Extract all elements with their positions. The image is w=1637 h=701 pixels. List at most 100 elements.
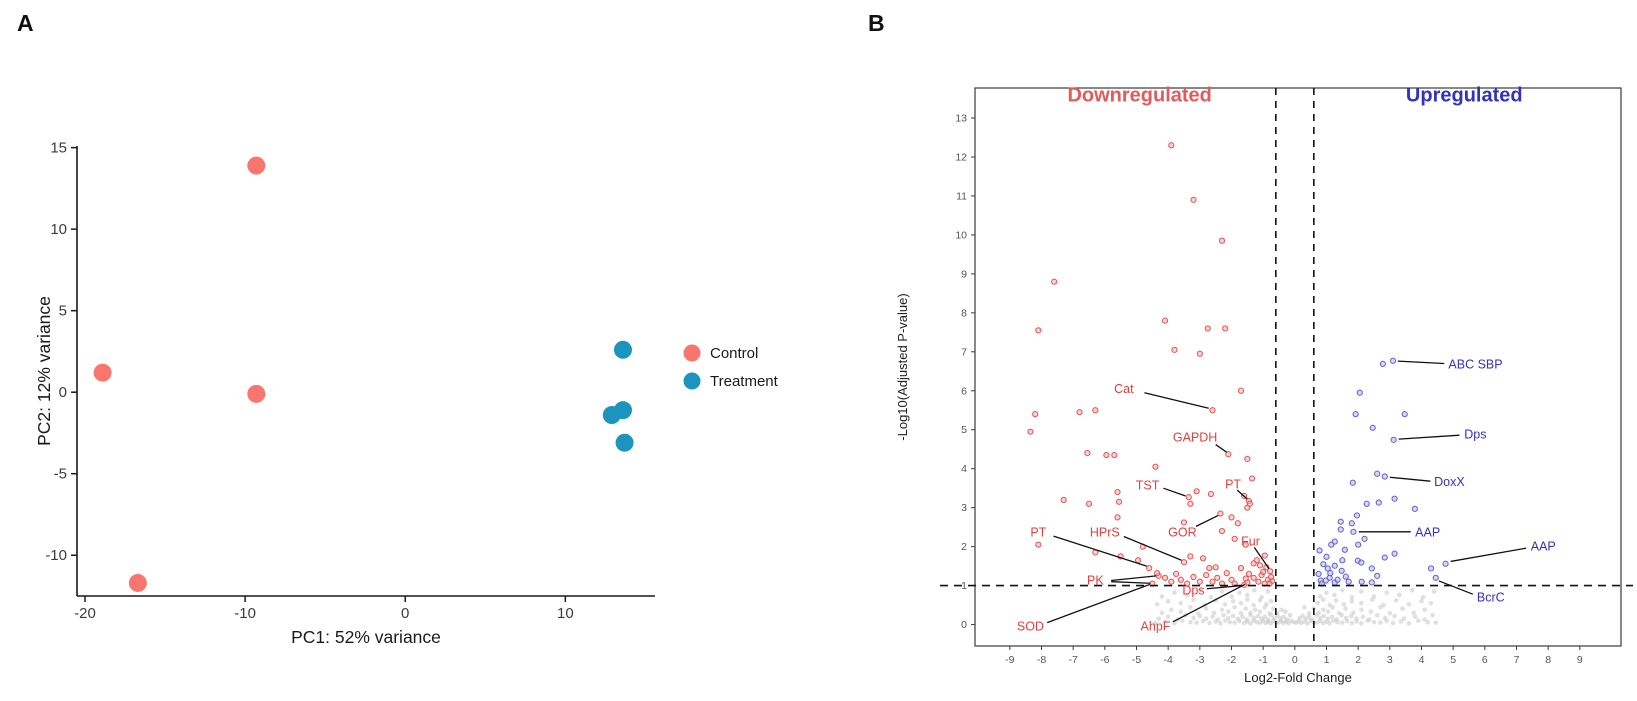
- b-data-point: [1265, 589, 1271, 594]
- a-y-tick-label: -10: [45, 547, 67, 564]
- b-data-point: [1177, 576, 1184, 583]
- b-data-point: [1035, 327, 1042, 334]
- b-y-tick-label: 10: [955, 229, 967, 241]
- b-data-point: [1340, 587, 1345, 593]
- b-y-tick-label: 2: [961, 541, 967, 553]
- b-data-point: [1146, 564, 1153, 572]
- b-y-tick-label: 11: [956, 190, 967, 202]
- b-data-point: [1191, 597, 1196, 602]
- a-series-control: [93, 156, 266, 592]
- b-data-point: [1268, 598, 1274, 604]
- a-series-treatment: [602, 340, 634, 452]
- b-data-point: [1389, 357, 1397, 364]
- b-data-point: [1165, 598, 1171, 604]
- b-data-point: [1085, 500, 1093, 507]
- b-x-tick-label: -1: [1258, 654, 1267, 666]
- b-data-point: [1172, 590, 1177, 595]
- b-data-point: [1114, 514, 1121, 521]
- b-data-point: [1222, 618, 1228, 623]
- b-data-point: [1363, 500, 1370, 507]
- b-data-point: [1214, 574, 1221, 581]
- b-data-point: [1264, 602, 1269, 607]
- b-data-point: [1348, 520, 1355, 527]
- b-data-point: [1219, 607, 1225, 613]
- a-y-tick-label: 15: [50, 140, 67, 157]
- b-data-point: [1156, 616, 1161, 622]
- b-data-point: [1271, 606, 1276, 611]
- b-data-point: [1305, 621, 1310, 626]
- b-data-point: [1368, 609, 1374, 615]
- b-data-point: [1248, 621, 1253, 626]
- b-data-point: [1217, 510, 1224, 517]
- panel-a: -20 -10 0 10 -10 -5 0 5 10 15 PC1: 52% variance PC2…: [34, 140, 779, 647]
- b-series-downregulated: [1027, 142, 1276, 588]
- b-data-point: [1184, 592, 1190, 598]
- b-data-point: [1374, 612, 1380, 618]
- b-data-point: [1374, 470, 1381, 477]
- b-data-point: [1190, 196, 1197, 203]
- b-data-point: [1207, 620, 1212, 626]
- annotation-connector: [1398, 434, 1460, 440]
- b-data-point: [1334, 617, 1339, 622]
- b-data-point: [1223, 570, 1230, 577]
- b-x-tick-label: -9: [1005, 654, 1014, 666]
- a-y-axis-title: PC2: 12% variance: [34, 296, 54, 446]
- a-x-tick-label: -10: [234, 605, 256, 622]
- b-data-point: [1171, 346, 1178, 353]
- b-data-point: [1315, 600, 1320, 606]
- b-data-point: [1345, 578, 1352, 585]
- b-data-point: [1353, 512, 1361, 519]
- b-data-point: [1352, 411, 1359, 418]
- b-data-point: [1084, 450, 1091, 457]
- b-data-point: [1324, 590, 1329, 595]
- b-data-point: [1371, 594, 1377, 599]
- b-data-point: [1229, 594, 1234, 599]
- b-data-point: [1235, 616, 1241, 622]
- gene-label-pk: PK: [1087, 574, 1104, 588]
- b-data-point: [1397, 592, 1402, 598]
- b-data-point: [1196, 350, 1203, 357]
- b-y-tick-label: 6: [961, 385, 967, 397]
- b-y-tick-label: 12: [955, 151, 967, 163]
- annotation-connector: [1438, 580, 1474, 595]
- b-data-point: [1390, 436, 1397, 443]
- b-x-tick-label: -5: [1132, 654, 1141, 666]
- legend-swatch-control: [683, 344, 701, 362]
- gene-label-cat: Cat: [1114, 382, 1134, 396]
- b-data-point: [1324, 565, 1331, 572]
- b-data-point: [1188, 619, 1193, 625]
- b-data-point: [1252, 607, 1258, 613]
- b-data-point: [1349, 598, 1355, 604]
- b-data-point: [1422, 617, 1427, 622]
- a-y-tick-label: 0: [59, 384, 67, 401]
- b-data-point: [1265, 617, 1271, 622]
- gene-label-doxx: DoxX: [1434, 475, 1465, 489]
- b-data-point: [1208, 594, 1214, 600]
- gene-label-hprs: HPrS: [1090, 526, 1120, 540]
- b-data-point: [1267, 568, 1274, 575]
- b-data-point: [1243, 606, 1249, 611]
- b-data-point: [1237, 387, 1245, 394]
- b-data-point: [1416, 618, 1421, 623]
- b-data-point: [1398, 619, 1404, 624]
- b-data-point: [1420, 594, 1426, 600]
- legend-swatch-treatment: [683, 372, 701, 390]
- b-data-point: [1427, 565, 1435, 572]
- b-data-point: [1400, 606, 1405, 611]
- b-data-point: [1230, 598, 1236, 604]
- b-data-point: [1230, 613, 1236, 619]
- b-data-point: [1190, 573, 1197, 581]
- b-data-point: [1430, 612, 1435, 618]
- b-data-point: [1327, 570, 1334, 577]
- b-y-tick-label: 3: [961, 502, 967, 514]
- b-y-tick-label: 13: [955, 113, 967, 125]
- b-data-point: [1431, 589, 1437, 594]
- b-data-point: [1321, 607, 1326, 613]
- b-data-point: [1334, 576, 1341, 583]
- b-data-point: [1381, 554, 1388, 561]
- b-data-point: [1134, 557, 1142, 564]
- b-data-point: [1267, 610, 1272, 616]
- b-data-point: [1371, 619, 1377, 625]
- b-data-point: [1227, 619, 1233, 625]
